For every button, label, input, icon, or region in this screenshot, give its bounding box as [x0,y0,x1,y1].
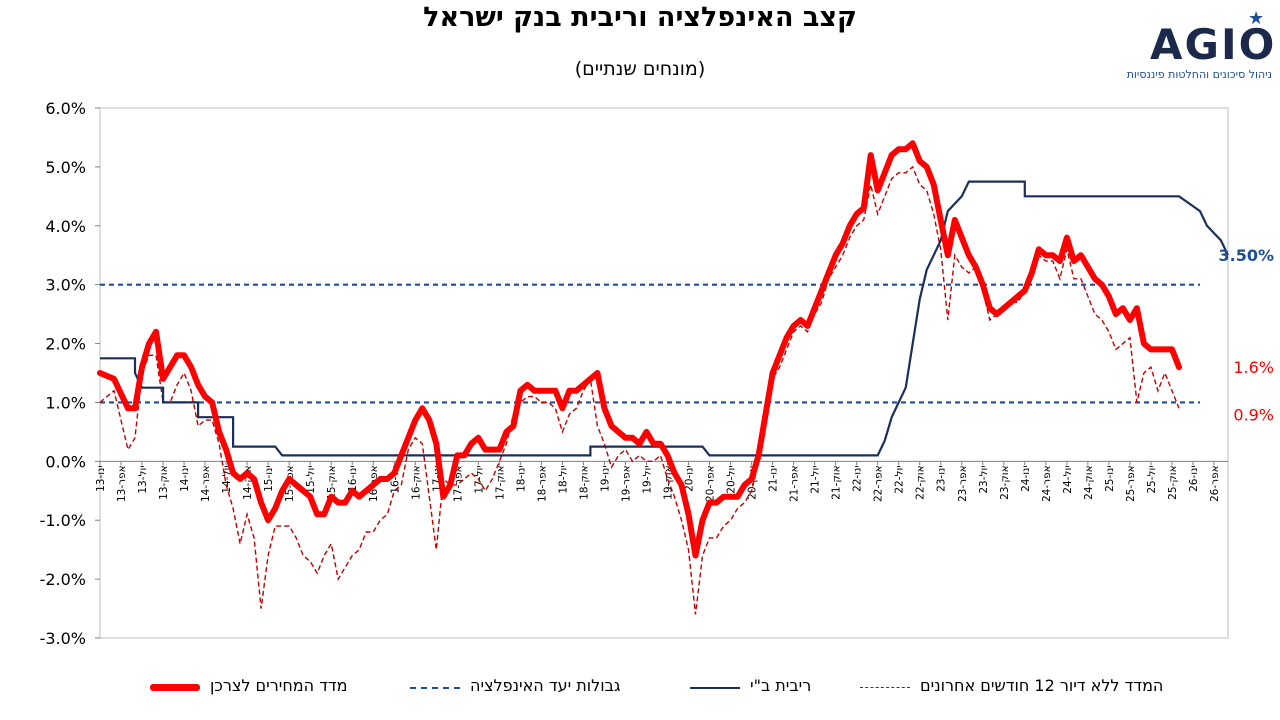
logo-mark: AGIO [1150,20,1277,69]
x-tick-label: אוק-15 [326,465,338,500]
x-tick-label: אוק-17 [494,465,506,500]
x-tick-label: אוק-21 [831,465,843,500]
series-line-cpi-ex-housing [99,165,1180,615]
x-tick-label: יול-13 [137,465,149,493]
x-tick-label: אוק-25 [1167,465,1179,500]
line-chart: -3.0% -2.0% -1.0% 0.0% 1.0% 2.0% 3.0% 4.0% 5.0% 6… [40,99,1274,648]
x-tick-label: אפר-21 [789,465,801,502]
x-tick-label: אפר-24 [1041,465,1053,502]
end-label-cpi-ex-housing: 0.9% [1233,405,1274,424]
x-tick-label: יול-22 [894,465,906,493]
x-tick-label: יול-15 [305,465,317,493]
x-tick-label: אוק-13 [158,465,170,500]
x-tick-label: ינו-16 [347,465,359,492]
x-tick-label: אוק-23 [999,465,1011,500]
legend-label-target: גבולות יעד האינפלציה [470,676,621,695]
y-tick-label: 5.0% [45,158,86,177]
legend-swatch-target [410,687,460,689]
x-tick-label: ינו-19 [599,465,611,492]
y-tick-label: 0.0% [45,452,86,471]
legend-label-cpi-ex-housing: המדד ללא דיור 12 חודשים אחרונים [920,676,1164,695]
y-tick-label: 1.0% [45,393,86,412]
x-tick-label: ינו-24 [1020,465,1032,492]
plot-frame [99,107,1229,639]
legend-swatch-cpi-ex-housing [860,687,910,688]
x-tick-label: אפר-26 [1209,465,1221,502]
x-tick-label: אוק-16 [410,465,422,500]
x-tick-label: יול-23 [978,465,990,493]
logo-tagline: ניהול סיכונים והחלטות פיננסיות [1126,68,1272,81]
x-tick-label: אפר-23 [957,465,969,502]
x-tick-label: אוק-18 [578,465,590,500]
x-tick-label: ינו-20 [684,465,696,492]
x-tick-label: אפר-13 [116,465,128,502]
x-tick-label: אפר-22 [873,465,885,502]
x-tick-label: יול-19 [641,465,653,493]
x-tick-label: ינו-21 [768,465,780,492]
x-tick-label: ינו-14 [179,465,191,492]
series-line-cpi [97,140,1182,559]
y-tick-label: -1.0% [40,511,86,530]
x-tick-label: אפר-25 [1125,465,1137,502]
x-tick-label: ינו-26 [1188,465,1200,492]
star-icon: ★ [1248,8,1265,29]
legend-label-cpi: מדד המחירים לצרכן [210,676,348,695]
x-tick-label: אפר-18 [536,465,548,502]
x-tick-label: אפר-20 [705,465,717,502]
x-tick-label: יול-25 [1146,465,1158,493]
legend-swatch-rate [690,687,740,689]
x-tick-label: יול-24 [1062,465,1074,493]
y-tick-label: 4.0% [45,217,86,236]
x-tick-label: אפר-19 [620,465,632,502]
x-tick-label: ינו-25 [1104,465,1116,492]
x-tick-label: ינו-15 [263,465,275,492]
x-tick-label: אוק-22 [915,465,927,500]
y-tick-label: 3.0% [45,276,86,295]
legend: מדד המחירים לצרכן גבולות יעד האינפלציה ר… [0,668,1280,708]
end-label-cpi: 1.6% [1233,358,1274,377]
x-tick-label: יול-21 [810,465,822,493]
logo: AGIO ★ ניהול סיכונים והחלטות פיננסיות [1122,8,1275,88]
y-tick-label: -2.0% [40,570,86,589]
x-tick-label: ינו-18 [515,465,527,492]
y-tick-label: 2.0% [45,335,86,354]
x-tick-label: ינו-22 [852,465,864,492]
end-label-rate: 3.50% [1218,246,1274,265]
x-tick-label: יול-20 [726,465,738,493]
y-tick-label: 6.0% [45,99,86,118]
x-tick-label: יול-18 [557,465,569,493]
x-tick-label: אפר-14 [200,465,212,502]
chart-subtitle: (מונחים שנתיים) [574,58,706,80]
series-line-rate [100,180,1229,457]
x-tick-label: ינו-23 [936,465,948,492]
x-tick-label: ינו-13 [95,465,107,492]
legend-label-rate: ריבית ב"י [750,676,812,695]
chart-title: קצב האינפלציה וריבית בנק ישראל [423,2,857,33]
legend-swatch-cpi [150,684,200,691]
y-tick-label: -3.0% [40,629,86,648]
x-tick-label: אוק-24 [1083,465,1095,500]
